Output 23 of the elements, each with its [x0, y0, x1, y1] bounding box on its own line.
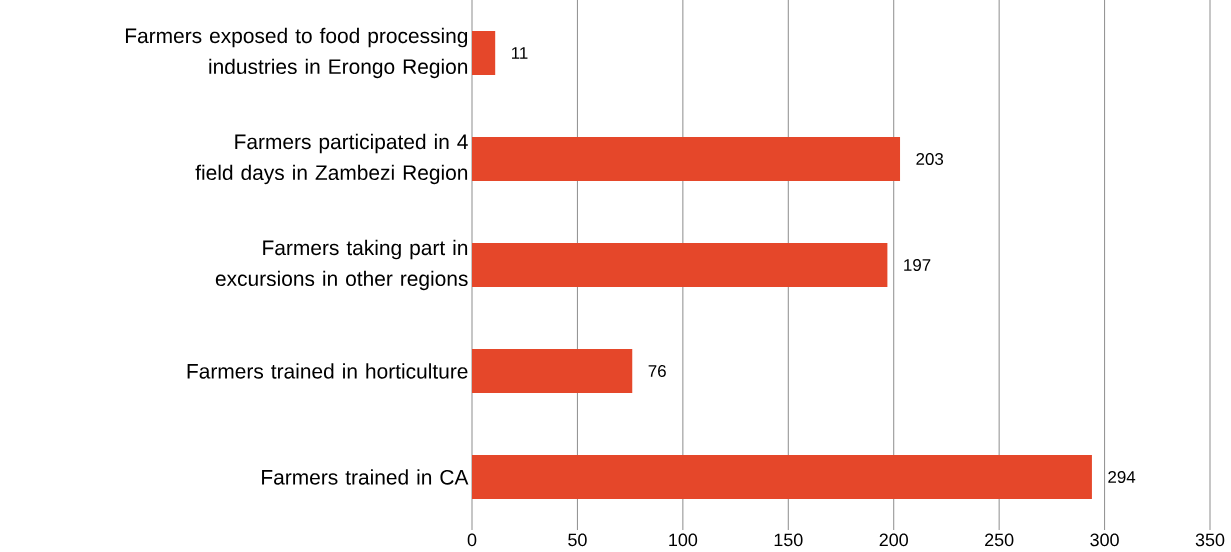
data-label: 76 — [648, 365, 666, 378]
x-tick-label: 100 — [669, 533, 698, 547]
bar — [472, 31, 496, 75]
x-tick-label: 150 — [774, 533, 803, 547]
y-tick-label: Farmers participated in 4 field days in Zambezi Region — [195, 133, 468, 185]
x-tick-label: 350 — [1195, 533, 1225, 547]
x-tick-label: 0 — [467, 533, 477, 547]
bar — [472, 243, 888, 288]
x-tick-label: 250 — [985, 533, 1014, 547]
data-label: 11 — [512, 47, 528, 59]
x-tick-label: 50 — [568, 533, 587, 547]
x-tick-label: 300 — [1090, 533, 1119, 547]
y-tick-label: Farmers taking part in excursions in other regions — [215, 239, 468, 291]
bar — [472, 455, 1092, 500]
bar — [472, 349, 633, 394]
y-tick-label: Farmers trained in horticulture — [187, 363, 468, 379]
y-tick-label: Farmers exposed to food processing industries in Erongo Region — [125, 27, 468, 79]
x-tick-label: 200 — [879, 533, 908, 547]
bar — [472, 137, 901, 181]
y-tick-label: Farmers trained in CA — [262, 469, 469, 485]
data-label: 294 — [1108, 471, 1136, 484]
data-label: 197 — [904, 259, 931, 272]
data-label: 203 — [916, 153, 944, 166]
